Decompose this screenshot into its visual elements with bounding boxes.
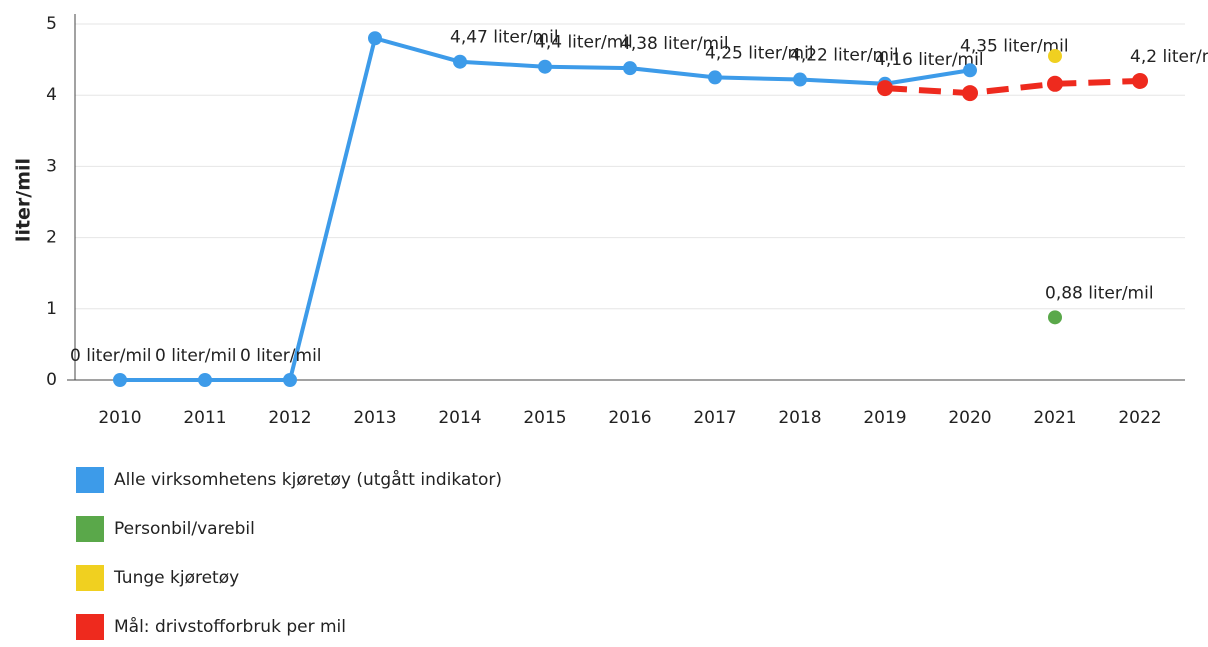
x-tick-label: 2018 [778, 408, 821, 428]
y-tick-label: 1 [46, 299, 57, 319]
data-point [962, 85, 978, 102]
legend-label: Mål: drivstofforbruk per mil [114, 616, 346, 637]
x-tick-label: 2016 [608, 408, 651, 428]
data-point [877, 80, 893, 97]
x-tick-label: 2017 [693, 408, 736, 428]
data-point [368, 31, 382, 46]
data-point [198, 373, 212, 387]
data-label: 0,88 liter/mil [1045, 283, 1154, 303]
series-line [120, 35, 971, 382]
y-tick-label: 3 [46, 156, 57, 176]
data-point [793, 72, 807, 87]
data-point [1132, 72, 1148, 89]
data-label: 0 liter/mil [155, 346, 237, 366]
data-label: 4,38 liter/mil [620, 34, 729, 54]
legend-swatch [76, 516, 104, 542]
data-point [708, 70, 722, 85]
x-tick-label: 2022 [1118, 408, 1161, 428]
legend-label: Alle virksomhetens kjøretøy (utgått indi… [114, 469, 502, 490]
data-point [1047, 75, 1063, 92]
data-point [453, 54, 467, 69]
data-point [283, 373, 297, 387]
x-tick-label: 2012 [268, 408, 311, 428]
y-tick-label: 0 [46, 370, 57, 390]
data-label: 0 liter/mil [70, 346, 152, 366]
x-tick-label: 2011 [183, 408, 226, 428]
legend-swatch [76, 565, 104, 591]
y-tick-label: 2 [46, 228, 57, 248]
x-tick-label: 2014 [438, 408, 481, 428]
y-tick-label: 4 [46, 85, 57, 105]
data-label: 4,47 liter/mil [450, 28, 559, 48]
legend-label: Tunge kjøretøy [113, 568, 239, 588]
data-label: 4,4 liter/mil [535, 33, 633, 53]
legend-label: Personbil/varebil [114, 519, 255, 539]
y-tick-label: 5 [46, 14, 57, 34]
legend-swatch [76, 467, 104, 493]
data-point [113, 373, 127, 387]
x-tick-label: 2015 [523, 408, 566, 428]
series-line [884, 77, 1141, 97]
x-tick-label: 2021 [1033, 408, 1076, 428]
data-point [538, 59, 552, 74]
data-point [1048, 310, 1062, 325]
x-tick-label: 2020 [948, 408, 991, 428]
data-label: 4,22 liter/mil [790, 46, 899, 66]
data-label: 4,16 liter/mil [875, 50, 984, 70]
data-label: 4,2 liter/mil [1130, 47, 1208, 67]
y-axis-label: liter/mil [13, 158, 35, 242]
data-point [623, 61, 637, 76]
x-tick-label: 2010 [98, 408, 141, 428]
data-label: 0 liter/mil [240, 346, 322, 366]
x-tick-label: 2019 [863, 408, 906, 428]
data-point [963, 63, 977, 78]
data-point [1048, 49, 1062, 64]
x-tick-label: 2013 [353, 408, 396, 428]
data-label: 4,25 liter/mil [705, 43, 814, 63]
data-label: 4,35 liter/mil [960, 36, 1069, 56]
legend-swatch [76, 614, 104, 640]
